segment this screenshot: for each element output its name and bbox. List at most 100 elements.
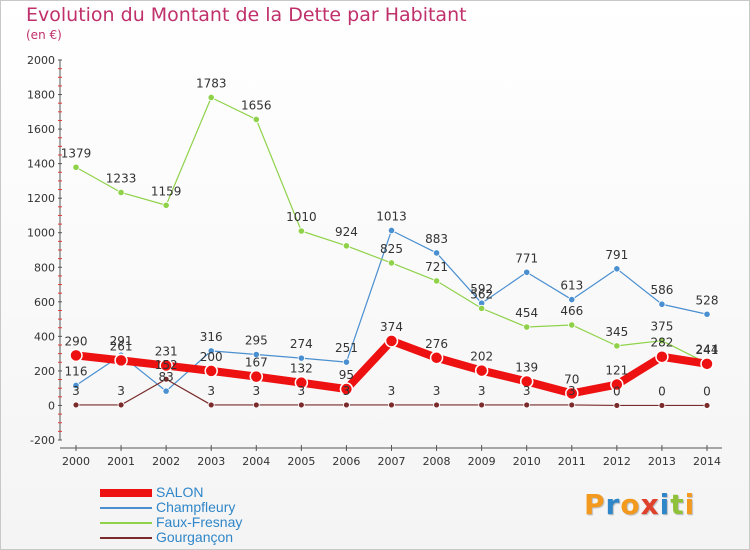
y-tick-label: 600: [34, 296, 55, 309]
y-tick-label: 0: [48, 399, 55, 412]
logo-letter: r: [605, 488, 621, 521]
data-point-faux-fresnay: [432, 277, 441, 285]
x-tick-label: 2007: [378, 455, 406, 468]
data-label-gourgan-on: 3: [207, 384, 215, 398]
data-point-salon: [610, 377, 624, 392]
data-point-salon: [700, 357, 714, 371]
data-point-gourgan-on: [658, 402, 666, 409]
x-tick-label: 2008: [423, 455, 451, 468]
x-tick-label: 2000: [62, 455, 90, 468]
data-point-salon: [655, 349, 669, 364]
data-point-faux-fresnay: [658, 337, 666, 345]
data-point-gourgan-on: [523, 401, 531, 409]
data-label-gourgan-on: 3: [343, 384, 351, 398]
logo-letter: P: [584, 488, 606, 521]
legend-item-champfleury: Champfleury: [100, 500, 242, 515]
data-label-salon: 139: [515, 360, 538, 374]
y-tick-label: 200: [34, 365, 55, 378]
chart-subtitle: (en €): [26, 28, 62, 42]
data-label-gourgan-on: 152: [155, 358, 178, 372]
data-point-salon: [384, 334, 399, 348]
data-point-salon: [339, 382, 354, 396]
y-tick-label: 1800: [27, 89, 55, 102]
data-point-gourgan-on: [207, 401, 215, 409]
data-label-gourgan-on: 3: [433, 384, 441, 398]
data-label-salon: 132: [290, 362, 313, 376]
data-label-champfleury: 295: [245, 334, 268, 348]
data-label-salon: 200: [200, 350, 223, 364]
data-point-salon: [519, 374, 534, 389]
logo-letter: t: [670, 488, 685, 521]
data-point-champfleury: [387, 226, 396, 235]
data-point-faux-fresnay: [613, 342, 621, 350]
data-point-salon: [565, 386, 579, 401]
data-point-gourgan-on: [343, 401, 350, 409]
legend-label-champfleury: Champfleury: [156, 499, 236, 515]
data-point-champfleury: [342, 358, 351, 366]
data-point-champfleury: [297, 354, 305, 362]
legend-label-faux-fresnay: Faux-Fresnay: [156, 514, 243, 530]
data-point-champfleury: [72, 381, 80, 390]
data-label-faux-fresnay: 1656: [241, 98, 272, 112]
data-label-champfleury: 251: [335, 341, 358, 355]
data-point-salon: [204, 364, 218, 378]
data-label-salon: 241: [696, 343, 719, 357]
data-point-salon: [249, 369, 264, 384]
data-point-gourgan-on: [297, 401, 305, 409]
data-point-champfleury: [252, 350, 260, 359]
data-label-faux-fresnay: 345: [605, 325, 628, 339]
data-point-salon: [294, 375, 309, 390]
data-label-champfleury: 586: [650, 283, 673, 297]
data-label-salon: 374: [380, 320, 403, 334]
data-label-faux-fresnay: 1233: [106, 171, 137, 185]
data-label-faux-fresnay: 454: [515, 306, 538, 320]
x-tick-label: 2011: [558, 455, 586, 468]
data-point-champfleury: [162, 387, 170, 395]
data-point-faux-fresnay: [252, 115, 260, 124]
data-label-salon: 167: [245, 356, 268, 370]
x-tick-label: 2003: [197, 455, 225, 468]
data-label-gourgan-on: 0: [613, 384, 621, 398]
data-point-gourgan-on: [252, 401, 260, 409]
logo-letter: o: [620, 488, 641, 521]
y-tick-label: 1600: [27, 123, 55, 136]
data-label-gourgan-on: 3: [478, 384, 486, 398]
data-point-faux-fresnay: [387, 259, 396, 267]
data-point-faux-fresnay: [297, 227, 305, 235]
x-tick-label: 2001: [107, 455, 135, 468]
data-label-gourgan-on: 3: [72, 384, 80, 398]
data-point-champfleury: [703, 310, 711, 318]
y-tick-label: 400: [34, 330, 55, 343]
data-point-faux-fresnay: [342, 242, 351, 250]
data-label-faux-fresnay: 721: [425, 260, 448, 274]
data-point-champfleury: [658, 300, 666, 308]
data-point-faux-fresnay: [523, 323, 531, 331]
proxiti-logo: Proxiti: [584, 488, 695, 521]
data-label-salon: 121: [605, 364, 628, 378]
data-point-champfleury: [613, 265, 621, 273]
data-label-champfleury: 83: [159, 370, 174, 384]
data-point-faux-fresnay: [117, 188, 125, 197]
legend-item-faux-fresnay: Faux-Fresnay: [100, 515, 242, 530]
legend-swatch-gourgancon: [100, 536, 152, 539]
data-label-gourgan-on: 3: [568, 384, 576, 398]
data-point-gourgan-on: [568, 401, 576, 409]
chart-title: Evolution du Montant de la Dette par Hab…: [26, 4, 467, 26]
data-label-champfleury: 528: [696, 293, 719, 307]
data-label-salon: 95: [339, 368, 354, 382]
data-label-champfleury: 291: [110, 334, 133, 348]
y-tick-label: -200: [30, 434, 55, 447]
data-label-champfleury: 883: [425, 232, 448, 246]
data-point-champfleury: [568, 295, 576, 304]
data-label-gourgan-on: 3: [252, 384, 260, 398]
x-tick-label: 2009: [468, 455, 496, 468]
data-point-champfleury: [432, 249, 441, 257]
legend-item-salon: SALON: [100, 485, 242, 500]
y-tick-label: 1000: [27, 227, 55, 240]
data-label-faux-fresnay: 466: [560, 304, 583, 318]
data-label-gourgan-on: 3: [298, 384, 306, 398]
x-tick-label: 2005: [287, 455, 315, 468]
data-label-gourgan-on: 0: [703, 384, 711, 398]
logo-letter: i: [659, 488, 671, 521]
